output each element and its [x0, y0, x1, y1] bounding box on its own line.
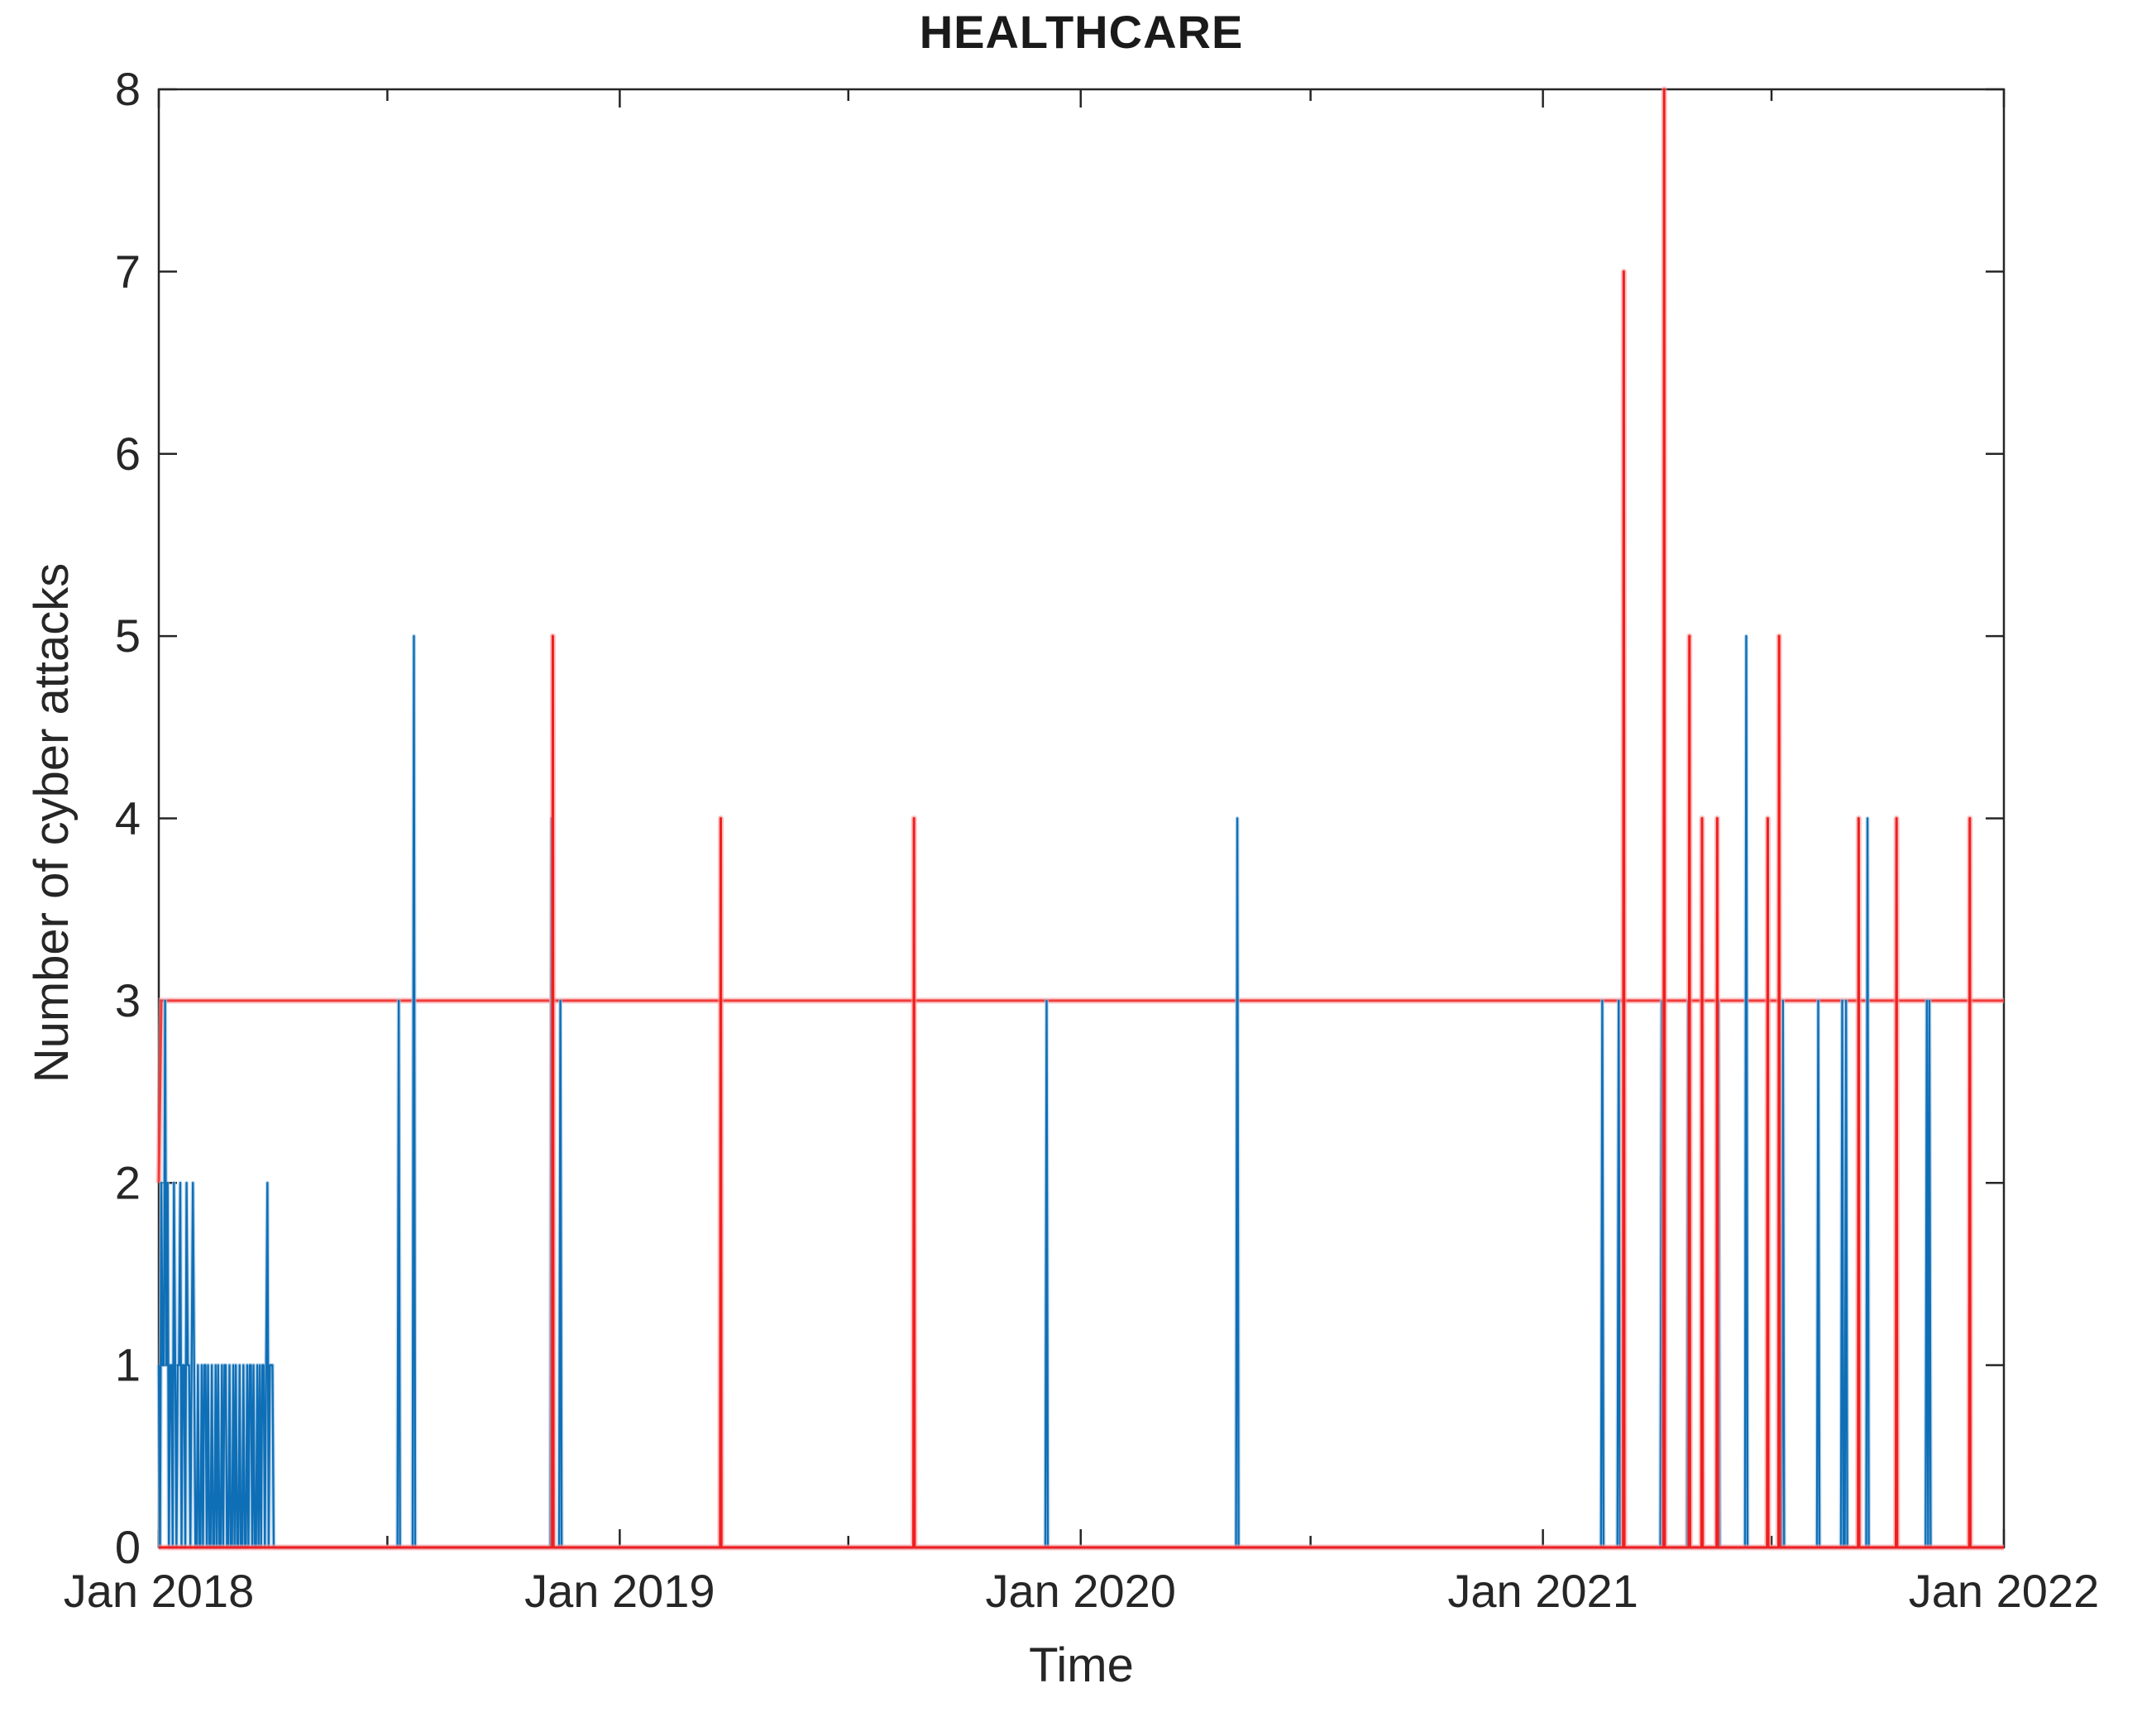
daily-attacks-line-halo [156, 634, 2004, 1550]
y-tick-label: 5 [115, 610, 141, 662]
y-tick-label: 4 [115, 792, 141, 844]
detection-spikes-line [159, 88, 2004, 1549]
y-tick-label: 3 [115, 974, 141, 1026]
x-tick-label: Jan 2021 [1447, 1565, 1638, 1617]
y-tick-label: 6 [115, 428, 141, 480]
y-tick-label: 2 [115, 1156, 141, 1208]
x-tick-label: Jan 2018 [64, 1565, 254, 1617]
x-tick-label: Jan 2020 [986, 1565, 1176, 1617]
x-axis-label: Time [1029, 1638, 1134, 1692]
threshold-line [157, 999, 2004, 1184]
y-tick-label: 8 [115, 63, 141, 115]
x-tick-label: Jan 2019 [524, 1565, 715, 1617]
threshold-line-halo [155, 997, 2004, 1184]
y-tick-label: 0 [115, 1521, 141, 1573]
detection-spikes-line-halo [159, 86, 2004, 1551]
chart-title: HEALTHCARE [919, 6, 1244, 58]
y-tick-label: 7 [115, 245, 141, 297]
daily-attacks-line [157, 634, 2003, 1549]
y-tick-label: 1 [115, 1339, 141, 1391]
plot-border [157, 88, 2006, 1549]
x-tick-label: Jan 2022 [1909, 1565, 2099, 1617]
